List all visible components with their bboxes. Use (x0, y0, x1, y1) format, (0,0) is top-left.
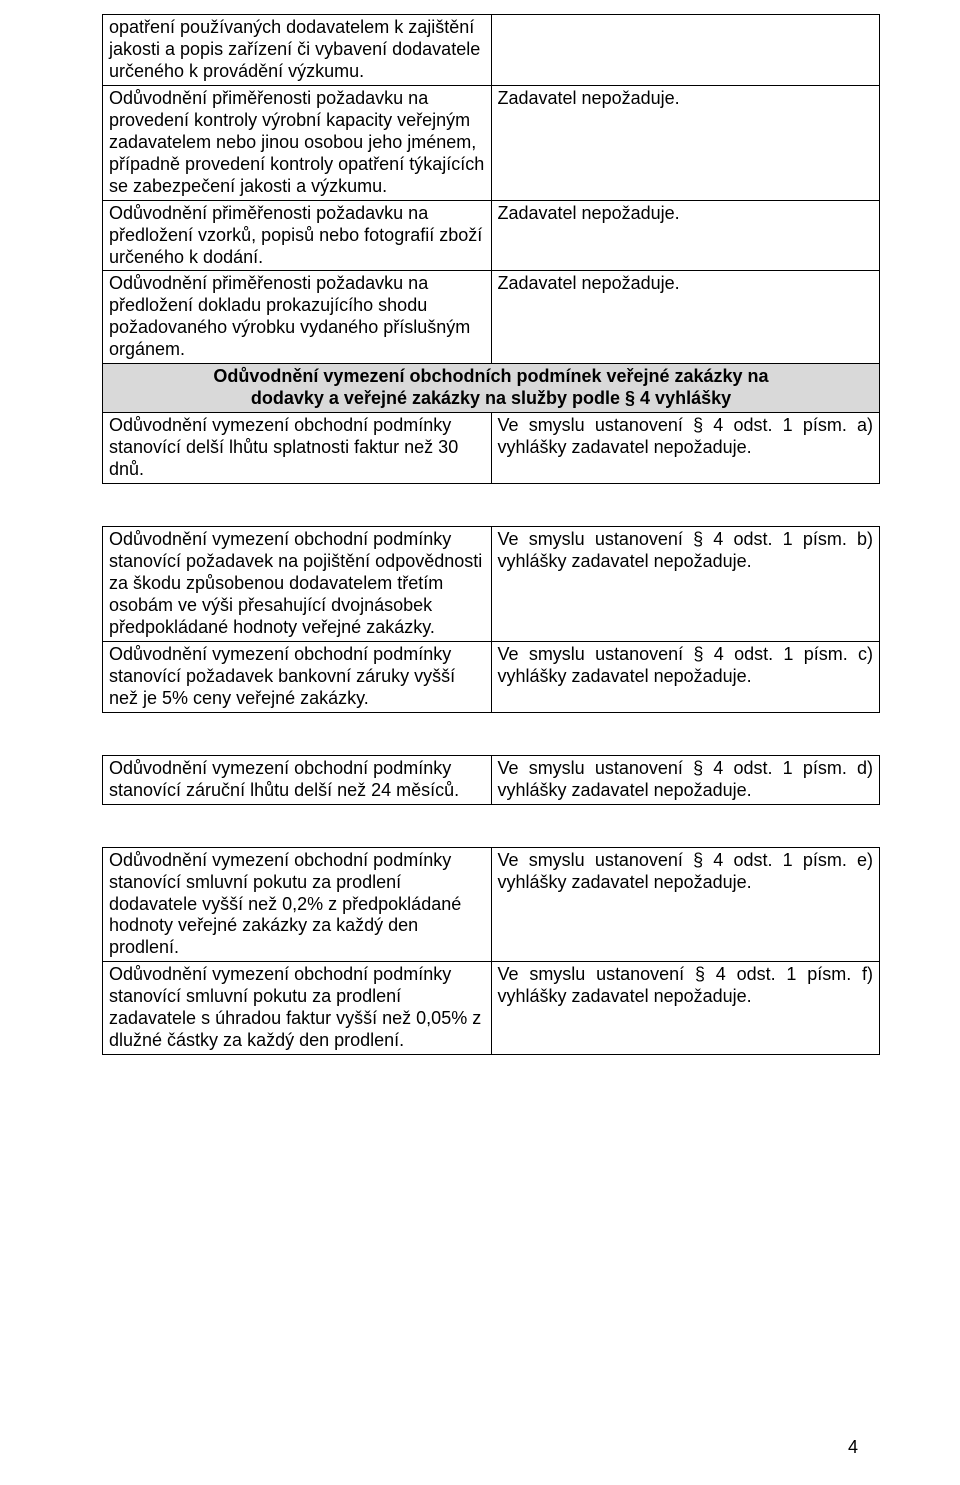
table-row: Odůvodnění přiměřenosti požadavku na pře… (103, 200, 880, 271)
table-row: Odůvodnění vymezení obchodní podmínky st… (103, 755, 880, 804)
section-header-row: Odůvodnění vymezení obchodních podmínek … (103, 364, 880, 413)
cell-right: Ve smyslu ustanovení § 4 odst. 1 písm. a… (491, 413, 880, 484)
table-row: Odůvodnění vymezení obchodní podmínky st… (103, 527, 880, 642)
table-row: Odůvodnění vymezení obchodní podmínky st… (103, 962, 880, 1055)
table-4: Odůvodnění vymezení obchodní podmínky st… (102, 847, 880, 1056)
document-page: opatření používaných dodavatelem k zajiš… (0, 0, 960, 1485)
table-2: Odůvodnění vymezení obchodní podmínky st… (102, 526, 880, 713)
table-row: Odůvodnění přiměřenosti požadavku na pře… (103, 271, 880, 364)
cell-left: Odůvodnění přiměřenosti požadavku na pro… (103, 85, 492, 200)
spacer (102, 713, 880, 755)
cell-left: Odůvodnění přiměřenosti požadavku na pře… (103, 200, 492, 271)
cell-right: Ve smyslu ustanovení § 4 odst. 1 písm. e… (491, 847, 880, 962)
spacer (102, 484, 880, 526)
table-row: Odůvodnění vymezení obchodní podmínky st… (103, 847, 880, 962)
table-row: Odůvodnění vymezení obchodní podmínky st… (103, 413, 880, 484)
cell-right: Zadavatel nepožaduje. (491, 271, 880, 364)
cell-right: Ve smyslu ustanovení § 4 odst. 1 písm. b… (491, 527, 880, 642)
page-number: 4 (848, 1437, 858, 1459)
section-header-cell: Odůvodnění vymezení obchodních podmínek … (103, 364, 880, 413)
cell-left: opatření používaných dodavatelem k zajiš… (103, 15, 492, 86)
table-row: opatření používaných dodavatelem k zajiš… (103, 15, 880, 86)
table-1: opatření používaných dodavatelem k zajiš… (102, 14, 880, 484)
cell-left: Odůvodnění vymezení obchodní podmínky st… (103, 527, 492, 642)
table-3: Odůvodnění vymezení obchodní podmínky st… (102, 755, 880, 805)
cell-right: Ve smyslu ustanovení § 4 odst. 1 písm. f… (491, 962, 880, 1055)
table-row: Odůvodnění přiměřenosti požadavku na pro… (103, 85, 880, 200)
spacer (102, 805, 880, 847)
cell-left: Odůvodnění vymezení obchodní podmínky st… (103, 641, 492, 712)
table-row: Odůvodnění vymezení obchodní podmínky st… (103, 641, 880, 712)
cell-left: Odůvodnění vymezení obchodní podmínky st… (103, 413, 492, 484)
cell-right: Zadavatel nepožaduje. (491, 85, 880, 200)
cell-left: Odůvodnění vymezení obchodní podmínky st… (103, 962, 492, 1055)
cell-left: Odůvodnění vymezení obchodní podmínky st… (103, 755, 492, 804)
cell-left: Odůvodnění vymezení obchodní podmínky st… (103, 847, 492, 962)
cell-right: Zadavatel nepožaduje. (491, 200, 880, 271)
cell-right: Ve smyslu ustanovení § 4 odst. 1 písm. d… (491, 755, 880, 804)
cell-right: Ve smyslu ustanovení § 4 odst. 1 písm. c… (491, 641, 880, 712)
cell-right (491, 15, 880, 86)
cell-left: Odůvodnění přiměřenosti požadavku na pře… (103, 271, 492, 364)
